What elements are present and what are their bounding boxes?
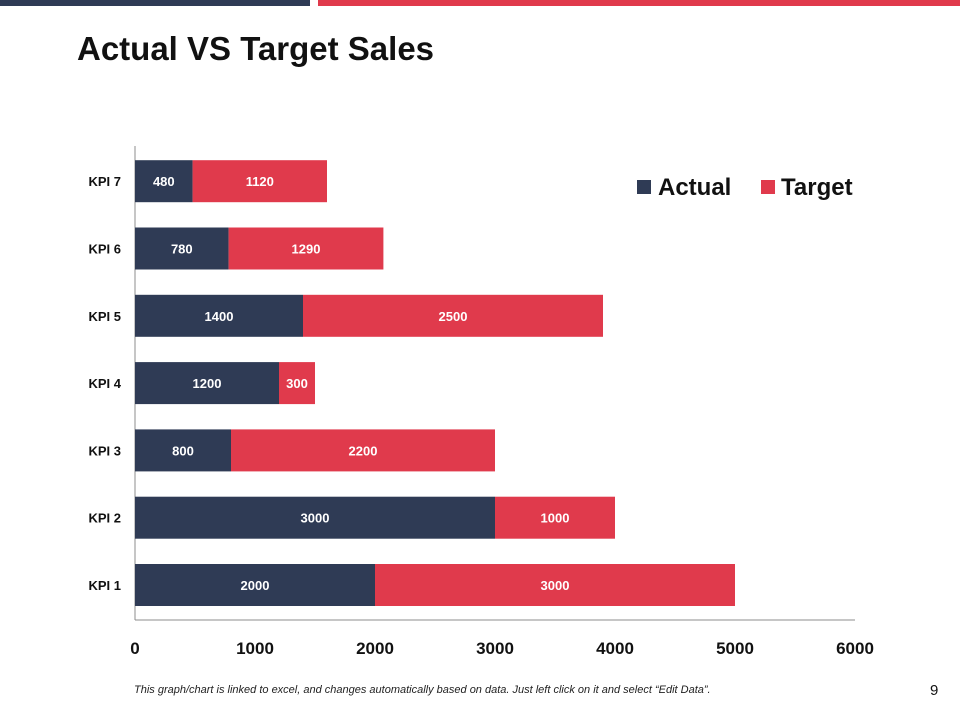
x-tick-label: 0 (130, 639, 139, 658)
bar-target[interactable] (303, 294, 603, 337)
bar-actual[interactable] (135, 362, 279, 405)
data-label: 1120 (246, 174, 274, 189)
x-tick-label: 1000 (236, 639, 274, 658)
x-tick-label: 5000 (716, 639, 754, 658)
data-label: 800 (172, 443, 194, 458)
x-tick-label: 4000 (596, 639, 634, 658)
y-category-label: KPI 6 (88, 242, 121, 257)
bar-actual[interactable] (135, 564, 375, 606)
bar-actual[interactable] (135, 227, 229, 270)
data-label: 1000 (541, 511, 570, 526)
bar-target[interactable] (279, 362, 315, 405)
y-category-label: KPI 3 (88, 443, 121, 458)
data-label: 2200 (349, 443, 378, 458)
bar-actual[interactable] (135, 496, 495, 539)
x-tick-label: 2000 (356, 639, 394, 658)
bar-target[interactable] (192, 160, 327, 203)
y-category-label: KPI 4 (88, 376, 121, 391)
page-number: 9 (930, 682, 939, 699)
data-label: 1290 (292, 242, 321, 257)
bar-target[interactable] (375, 564, 735, 606)
data-label: 300 (286, 376, 308, 391)
data-label: 1200 (193, 376, 222, 391)
bar-target[interactable] (228, 227, 384, 270)
data-label: 1400 (205, 309, 234, 324)
bar-target[interactable] (495, 496, 615, 539)
y-category-label: KPI 5 (88, 309, 121, 324)
data-label: 3000 (541, 578, 570, 593)
y-category-label: KPI 2 (88, 511, 121, 526)
page-title: Actual VS Target Sales (77, 30, 435, 67)
data-label: 2500 (439, 309, 468, 324)
data-label: 480 (153, 174, 175, 189)
top-accent-bar-dark (0, 0, 310, 6)
x-tick-label: 6000 (836, 639, 874, 658)
data-label: 780 (171, 242, 193, 257)
data-label: 2000 (241, 578, 270, 593)
y-category-label: KPI 7 (88, 174, 121, 189)
legend-label-actual: Actual (658, 174, 731, 201)
legend-swatch-actual (637, 180, 651, 194)
top-accent-bar-red (318, 0, 960, 6)
bar-actual[interactable] (135, 294, 303, 337)
data-label: 3000 (301, 511, 330, 526)
bar-actual[interactable] (135, 429, 231, 472)
bar-actual[interactable] (135, 160, 193, 203)
legend-label-target: Target (781, 174, 853, 201)
y-category-label: KPI 1 (88, 578, 121, 593)
chart-footnote: This graph/chart is linked to excel, and… (134, 684, 711, 696)
bar-target[interactable] (231, 429, 495, 472)
legend-swatch-target (761, 180, 775, 194)
x-tick-label: 3000 (476, 639, 514, 658)
